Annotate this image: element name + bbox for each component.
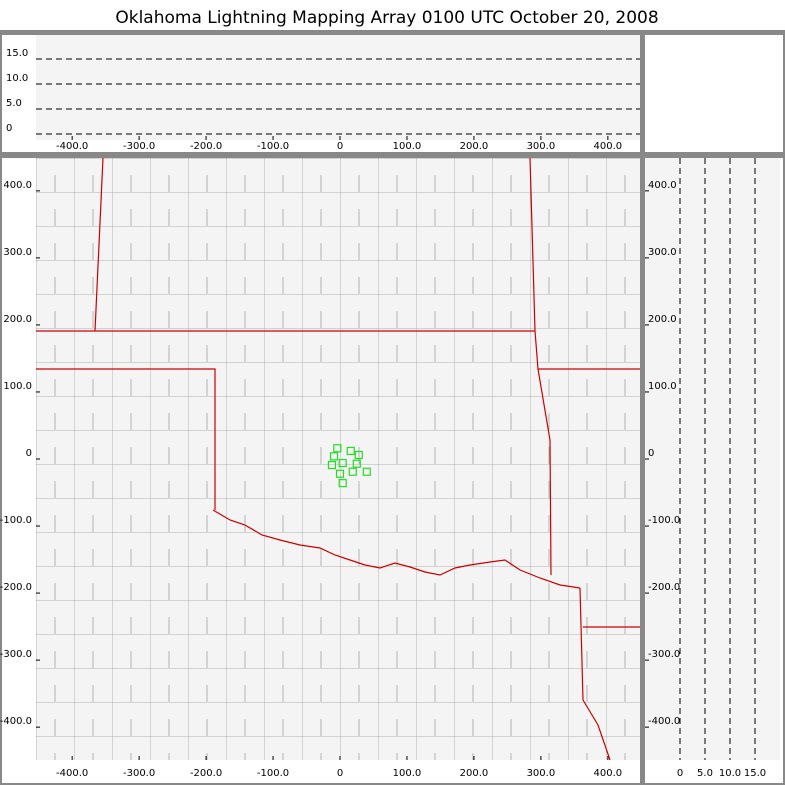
y-tick-label: -400.0 xyxy=(0,716,32,727)
y-tick-label: 300.0 xyxy=(648,247,677,258)
x-tick-label: 200.0 xyxy=(460,768,489,779)
frame xyxy=(0,30,785,785)
y-tick-label: 400.0 xyxy=(3,180,32,191)
x-tick-label: 300.0 xyxy=(527,141,556,152)
y-tick-label: -300.0 xyxy=(648,649,680,660)
y-tick-label: 0 xyxy=(648,448,654,459)
x-tick-label: -100.0 xyxy=(257,141,289,152)
lightning-source xyxy=(338,479,347,488)
x-tick-label: 5.0 xyxy=(697,768,713,779)
y-tick-label: 15.0 xyxy=(6,48,28,59)
y-tick-label: -200.0 xyxy=(0,582,32,593)
lightning-source xyxy=(362,467,371,476)
x-tick-label: 10.0 xyxy=(719,768,741,779)
lightning-source xyxy=(329,452,339,461)
y-tick-label: -400.0 xyxy=(648,716,680,727)
x-tick-label: 0 xyxy=(677,768,683,779)
y-tick-label: 200.0 xyxy=(648,314,677,325)
y-tick-label: 100.0 xyxy=(3,381,32,392)
top-panel xyxy=(36,35,640,140)
x-tick-label: 15.0 xyxy=(744,768,766,779)
x-tick-label: 200.0 xyxy=(460,141,489,152)
lightning-source xyxy=(327,460,337,470)
y-tick-label: 10.0 xyxy=(6,73,28,84)
y-tick-label: 300.0 xyxy=(3,247,32,258)
y-tick-label: -300.0 xyxy=(0,649,32,660)
y-tick-label: -200.0 xyxy=(648,582,680,593)
x-tick-label: 300.0 xyxy=(527,768,556,779)
y-tick-label: 200.0 xyxy=(3,314,32,325)
x-tick-label: 100.0 xyxy=(393,768,422,779)
y-tick-label: 0 xyxy=(6,123,12,134)
x-tick-label: -300.0 xyxy=(123,768,155,779)
x-tick-label: -200.0 xyxy=(190,768,222,779)
lightning-source xyxy=(333,444,342,453)
x-tick-label: 400.0 xyxy=(594,768,623,779)
y-tick-label: 0 xyxy=(26,448,32,459)
lightning-source xyxy=(346,446,355,456)
right-panel xyxy=(645,158,780,760)
x-tick-label: -300.0 xyxy=(123,141,155,152)
lightning-source xyxy=(354,450,363,460)
x-tick-label: -400.0 xyxy=(56,141,88,152)
lightning-source xyxy=(352,459,361,468)
y-tick-label: -100.0 xyxy=(648,515,680,526)
lightning-source xyxy=(348,467,357,476)
y-tick-label: 400.0 xyxy=(648,180,677,191)
x-tick-label: -100.0 xyxy=(257,768,289,779)
y-tick-label: 5.0 xyxy=(6,98,22,109)
x-tick-label: 100.0 xyxy=(393,141,422,152)
x-tick-label: -200.0 xyxy=(190,141,222,152)
state-borders xyxy=(36,158,640,760)
y-tick-label: -100.0 xyxy=(0,515,32,526)
lightning-source xyxy=(338,458,347,468)
x-tick-label: 0 xyxy=(337,141,343,152)
chart-title: Oklahoma Lightning Mapping Array 0100 UT… xyxy=(115,8,658,28)
x-tick-label: 0 xyxy=(337,768,343,779)
x-tick-label: 400.0 xyxy=(594,141,623,152)
y-tick-label: 100.0 xyxy=(648,381,677,392)
lightning-source xyxy=(335,469,345,478)
x-tick-label: -400.0 xyxy=(56,768,88,779)
